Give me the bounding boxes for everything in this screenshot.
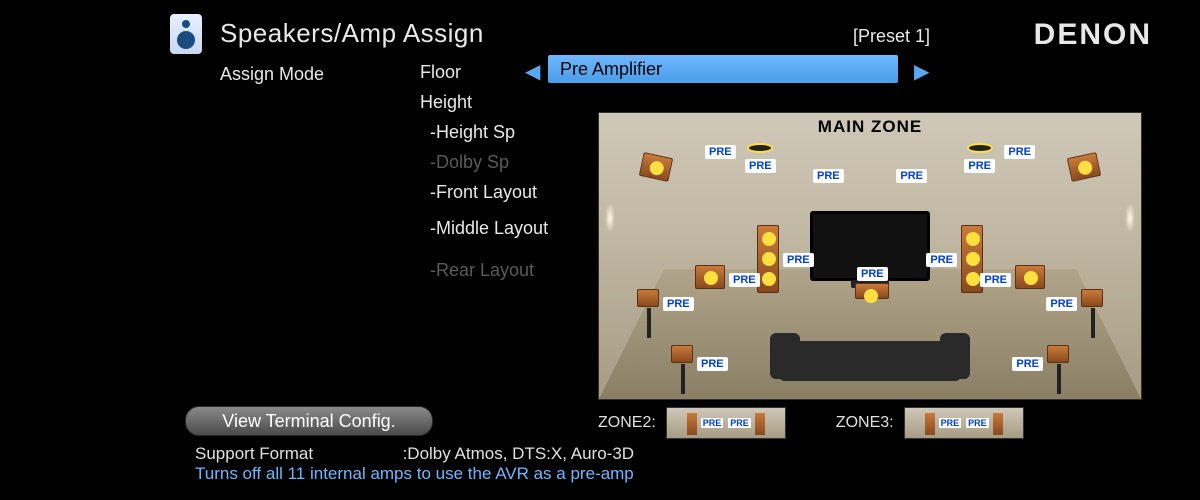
support-format-value: :Dolby Atmos, DTS:X, Auro-3D (403, 444, 634, 463)
zone3-label: ZONE3: (836, 414, 894, 432)
zone2-label: ZONE2: (598, 414, 656, 432)
assign-mode-value[interactable]: Pre Amplifier (548, 55, 898, 83)
selector-prev-arrow[interactable]: ◀ (525, 59, 540, 84)
pre-badge: PRE (697, 357, 728, 371)
rear-right-speaker (1047, 345, 1069, 363)
pre-badge: PRE (857, 267, 888, 281)
zones-bar: ZONE2: PREPRE ZONE3: PREPRE (598, 406, 1142, 440)
zone3-thumb: PREPRE (904, 407, 1024, 439)
pre-badge: PRE (783, 253, 814, 267)
pre-badge: PRE (729, 273, 760, 287)
assign-mode-row: Assign Mode ◀ Pre Amplifier ▶ (220, 57, 420, 91)
height-label: Height (420, 92, 620, 113)
rear-layout-label: -Rear Layout (420, 260, 620, 281)
room-visualizer: MAIN ZONE PRE PRE PRE PRE PRE PRE PRE PR… (598, 112, 1142, 400)
preset-label: [Preset 1] (853, 26, 930, 47)
pre-badge: PRE (896, 169, 927, 183)
assign-mode-label: Assign Mode (220, 64, 420, 85)
pre-badge: PRE (926, 253, 957, 267)
dolby-sp-label: -Dolby Sp (420, 152, 620, 173)
page-title: Speakers/Amp Assign (220, 18, 484, 49)
selector-next-arrow[interactable]: ▶ (914, 59, 929, 84)
pre-badge: PRE (980, 273, 1011, 287)
view-terminal-config-button[interactable]: View Terminal Config. (185, 406, 433, 436)
zone2-thumb: PREPRE (666, 407, 786, 439)
pre-badge: PRE (964, 159, 995, 173)
hint-text: Turns off all 11 internal amps to use th… (195, 464, 634, 484)
height-sp-label: -Height Sp (420, 122, 620, 143)
side-left-speaker (637, 289, 659, 307)
pre-badge: PRE (705, 145, 736, 159)
pre-badge: PRE (745, 159, 776, 173)
room-title: MAIN ZONE (599, 117, 1141, 137)
front-left-speaker (757, 225, 779, 293)
pre-badge: PRE (663, 297, 694, 311)
ceiling-speaker (967, 143, 993, 153)
surround-left-speaker (695, 265, 725, 289)
center-speaker (855, 283, 889, 299)
support-format-label: Support Format (195, 444, 313, 463)
rear-left-speaker (671, 345, 693, 363)
ceiling-speaker (747, 143, 773, 153)
pre-badge: PRE (813, 169, 844, 183)
speaker-icon (170, 14, 202, 54)
height-speaker-fl (639, 152, 673, 182)
side-right-speaker (1081, 289, 1103, 307)
front-layout-label: -Front Layout (420, 182, 620, 203)
couch-icon (780, 341, 960, 381)
pre-badge: PRE (1046, 297, 1077, 311)
header: Speakers/Amp Assign [Preset 1] DENON (0, 0, 1200, 57)
pre-badge: PRE (1012, 357, 1043, 371)
footer: Support Format :Dolby Atmos, DTS:X, Auro… (195, 444, 634, 484)
surround-right-speaker (1015, 265, 1045, 289)
middle-layout-label: -Middle Layout (420, 218, 620, 239)
height-speaker-fr (1067, 152, 1101, 182)
brand-logo: DENON (1034, 18, 1152, 52)
pre-badge: PRE (1004, 145, 1035, 159)
